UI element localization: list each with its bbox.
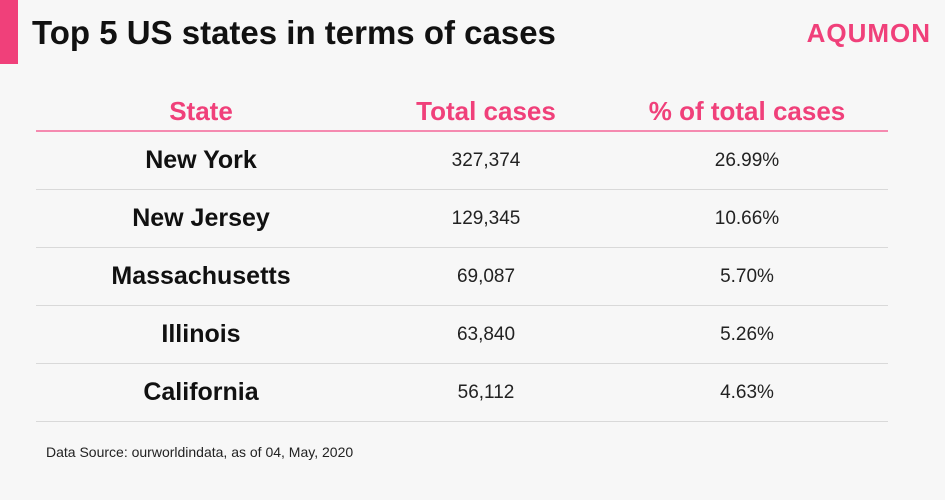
page-title: Top 5 US states in terms of cases bbox=[32, 14, 556, 51]
table-header: State Total cases % of total cases bbox=[36, 92, 888, 132]
table-row: New Jersey 129,345 10.66% bbox=[36, 190, 888, 248]
percent-cell: 26.99% bbox=[714, 149, 780, 171]
column-header-state: State bbox=[169, 95, 233, 126]
total-cases-cell: 56,112 bbox=[457, 381, 515, 403]
brand-logo: AQUMON bbox=[806, 18, 931, 48]
column-header-percent: % of total cases bbox=[648, 95, 846, 126]
total-cases-cell: 327,374 bbox=[451, 149, 521, 171]
total-cases-cell: 63,840 bbox=[456, 323, 516, 345]
percent-cell: 4.63% bbox=[720, 381, 774, 403]
table-row: New York 327,374 26.99% bbox=[36, 132, 888, 190]
state-cell: New Jersey bbox=[132, 204, 270, 232]
table-row: Massachusetts 69,087 5.70% bbox=[36, 248, 888, 306]
state-cell: Illinois bbox=[161, 320, 241, 348]
percent-cell: 10.66% bbox=[714, 207, 780, 229]
table-row: Illinois 63,840 5.26% bbox=[36, 306, 888, 364]
data-source-note: Data Source: ourworldindata, as of 04, M… bbox=[46, 444, 354, 460]
state-cell: Massachusetts bbox=[111, 262, 291, 290]
state-cell: New York bbox=[145, 146, 257, 174]
accent-bar bbox=[0, 0, 18, 64]
total-cases-cell: 129,345 bbox=[451, 207, 521, 229]
state-cell: California bbox=[143, 378, 259, 406]
column-header-total-cases: Total cases bbox=[416, 95, 556, 126]
percent-cell: 5.26% bbox=[720, 323, 774, 345]
total-cases-cell: 69,087 bbox=[456, 265, 516, 287]
table-row: California 56,112 4.63% bbox=[36, 364, 888, 422]
cases-table: State Total cases % of total cases New Y… bbox=[36, 92, 888, 422]
percent-cell: 5.70% bbox=[720, 265, 774, 287]
